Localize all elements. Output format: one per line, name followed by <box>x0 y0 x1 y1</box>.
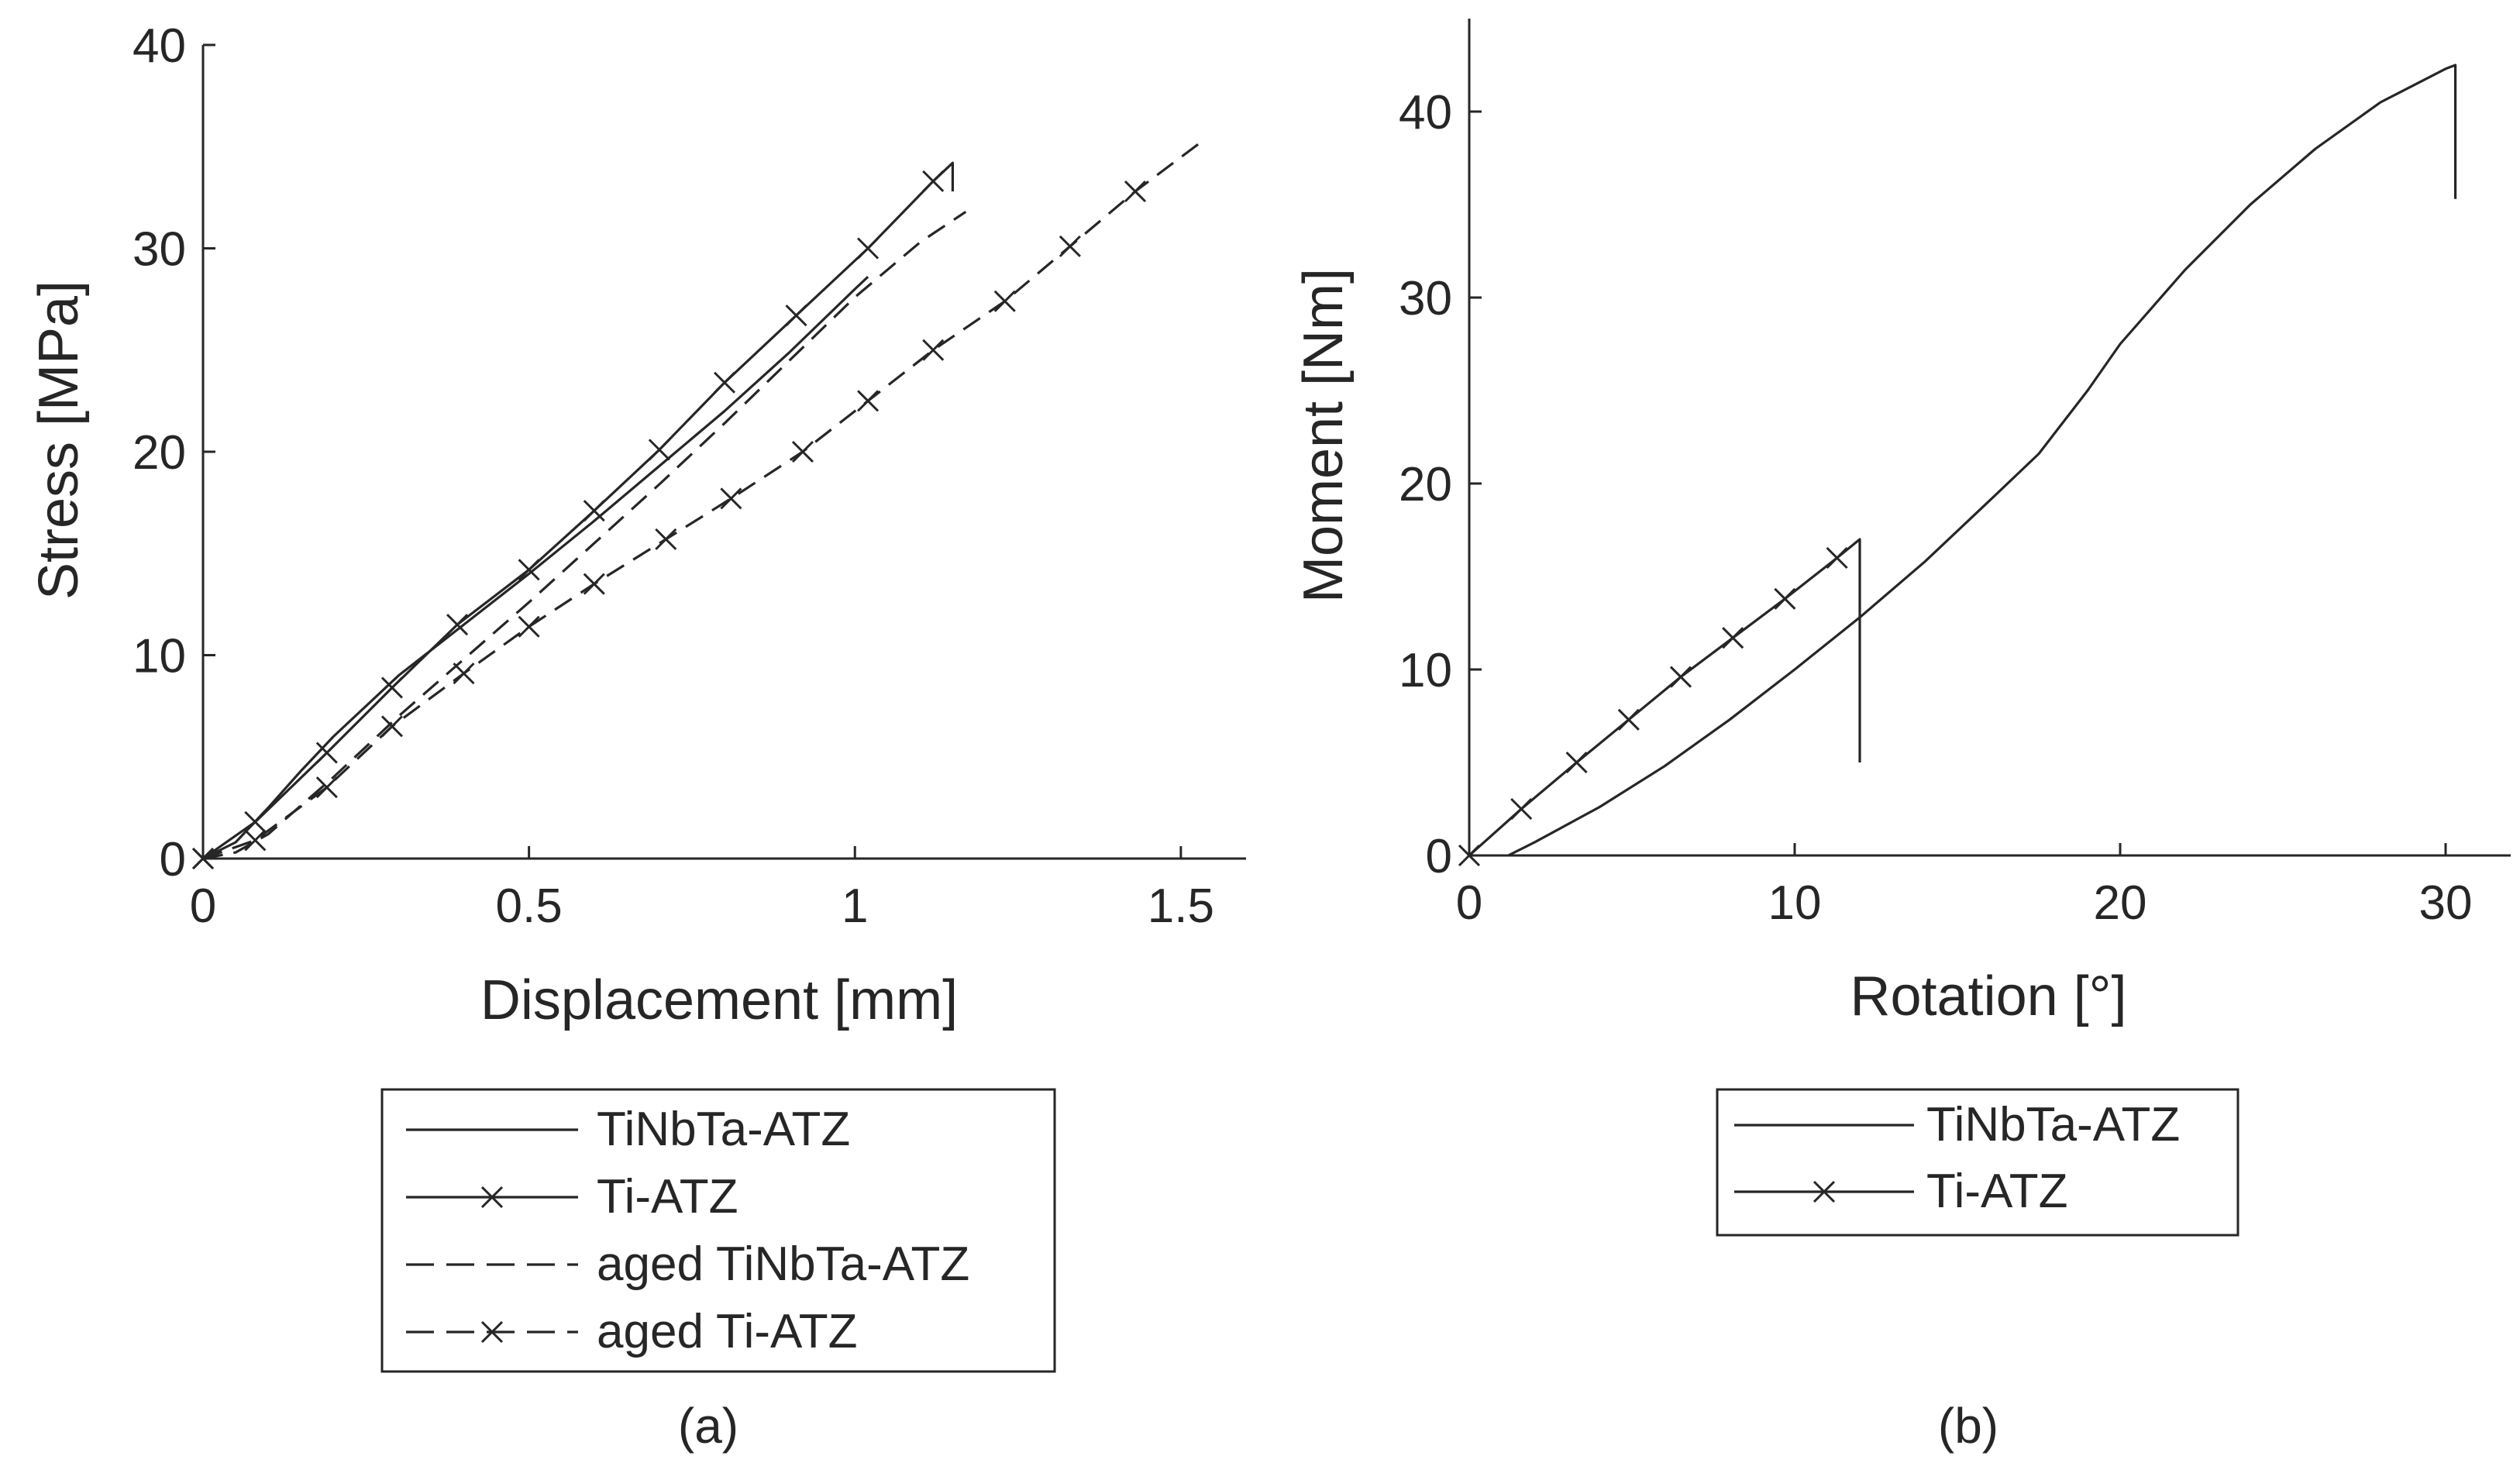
a-series-4-line <box>202 141 1202 860</box>
panel-b-caption: (b) <box>1938 1398 1998 1454</box>
a-series-4-marker <box>583 573 605 595</box>
a-x-tick-label: 1 <box>842 879 868 933</box>
panel-b-series <box>1458 64 2457 867</box>
a-series-2-marker <box>446 614 469 636</box>
a-series-4-marker <box>453 663 475 685</box>
a-series-3-line <box>202 210 967 860</box>
panel-b-legend-samples <box>1734 1124 1914 1203</box>
panel-a-legend-entry-3: aged TiNbTa-ATZ <box>597 1237 969 1291</box>
a-series-4-marker <box>1124 180 1147 203</box>
panel-a-tick-labels: 0 0.5 1 1.5 0 10 20 30 40 <box>133 19 1214 933</box>
b-series-2-marker <box>1774 587 1796 610</box>
a-y-tick-label: 40 <box>133 19 186 73</box>
panel-a-legend-entry-1: TiNbTa-ATZ <box>597 1103 850 1156</box>
b-series-2-marker <box>1458 844 1481 867</box>
a-x-tick-label: 1.5 <box>1148 879 1214 933</box>
b-series-2-marker <box>1617 708 1640 731</box>
a-series-2-marker <box>648 439 670 461</box>
panel-a-legend-samples <box>406 1128 578 1344</box>
panel-b-axes <box>1468 19 2511 857</box>
a-series-4-marker <box>518 615 540 638</box>
b-series-2-line <box>1468 538 1861 857</box>
panel-b-tick-labels: 0 10 20 30 0 10 20 30 40 <box>1399 86 2472 930</box>
b-y-tick-label: 10 <box>1399 644 1452 697</box>
a-series-2-marker <box>518 559 540 581</box>
a-y-tick-label: 30 <box>133 223 186 277</box>
panel-a-series <box>191 141 1202 870</box>
a-series-4-marker <box>857 390 880 412</box>
a-series-4-marker <box>922 339 945 361</box>
panel-a-axes <box>201 43 1246 860</box>
b-series-2-marker <box>1669 666 1692 688</box>
b-series-2-marker <box>1826 546 1848 570</box>
a-series-4-marker <box>244 829 267 852</box>
a-series-2-marker <box>315 742 338 764</box>
b-y-tick-label: 30 <box>1399 272 1452 325</box>
panel-b-y-axis-label: Moment [Nm] <box>1293 268 1355 603</box>
a-series-2-marker <box>785 305 807 327</box>
a-series-4-marker <box>1059 235 1081 257</box>
b-series-2-marker <box>1565 751 1588 774</box>
panel-b-legend-entry-1: TiNbTa-ATZ <box>1926 1098 2180 1151</box>
a-y-tick-label: 10 <box>133 630 186 683</box>
a-series-2-marker <box>857 237 880 260</box>
a-series-2-marker <box>713 371 736 394</box>
a-x-tick-label: 0 <box>190 879 216 933</box>
panel-b-chart: 0 10 20 30 0 10 20 30 40 Rotation [°] Moment [Nm… <box>1293 19 2511 1454</box>
b-y-tick-label: 0 <box>1426 830 1452 883</box>
a-series-4-marker <box>191 847 215 870</box>
b-series-1-line <box>1507 64 2457 857</box>
b-x-tick-label: 20 <box>2094 876 2147 930</box>
panel-b-legend-sample-2-marker <box>1813 1180 1836 1203</box>
panel-a-legend-sample-2-marker <box>480 1186 504 1209</box>
a-series-2-marker <box>244 811 267 833</box>
a-x-tick-label: 0.5 <box>496 879 563 933</box>
panel-a-legend-box <box>380 1088 1056 1373</box>
panel-a-legend-sample-4-marker <box>480 1320 504 1344</box>
a-series-4-marker <box>791 440 814 463</box>
panel-a-y-axis-label: Stress [MPa] <box>28 281 90 600</box>
a-series-4-marker <box>655 528 677 550</box>
panel-b-legend: TiNbTa-ATZ Ti-ATZ <box>1716 1088 2239 1237</box>
panel-b-legend-entry-2: Ti-ATZ <box>1926 1165 2068 1218</box>
panel-a-x-axis-label: Displacement [mm] <box>480 969 958 1031</box>
b-series-2-marker <box>1510 797 1533 821</box>
panel-a-legend-entry-4: aged Ti-ATZ <box>597 1305 858 1358</box>
a-y-tick-label: 0 <box>160 833 186 886</box>
b-series-2-marker <box>1722 627 1744 649</box>
b-y-tick-label: 40 <box>1399 86 1452 139</box>
panel-b-x-axis-label: Rotation [°] <box>1850 965 2127 1027</box>
b-x-tick-label: 0 <box>1456 876 1482 930</box>
a-series-2-marker <box>583 500 605 522</box>
b-y-tick-label: 20 <box>1399 458 1452 511</box>
b-x-tick-label: 30 <box>2419 876 2473 930</box>
b-x-tick-label: 10 <box>1768 876 1822 930</box>
a-series-1-line <box>202 276 869 860</box>
panel-a-legend: TiNbTa-ATZ Ti-ATZ aged TiNbTa-ATZ aged T… <box>380 1088 1056 1373</box>
a-series-2-line <box>202 161 955 860</box>
panel-a-caption: (a) <box>678 1398 738 1454</box>
panel-b-legend-box <box>1716 1088 2239 1237</box>
a-series-4-marker <box>315 776 338 799</box>
a-series-4-marker <box>720 487 742 510</box>
a-series-4-marker <box>993 290 1016 312</box>
a-y-tick-label: 20 <box>133 426 186 480</box>
a-series-4-marker <box>380 715 404 738</box>
panel-a-legend-entry-2: Ti-ATZ <box>597 1170 738 1224</box>
a-series-2-marker <box>380 676 404 699</box>
a-series-2-marker <box>922 170 945 192</box>
panel-a-chart: 0 0.5 1 1.5 0 10 20 30 40 Displacement [mm] Stre… <box>28 19 1246 1454</box>
